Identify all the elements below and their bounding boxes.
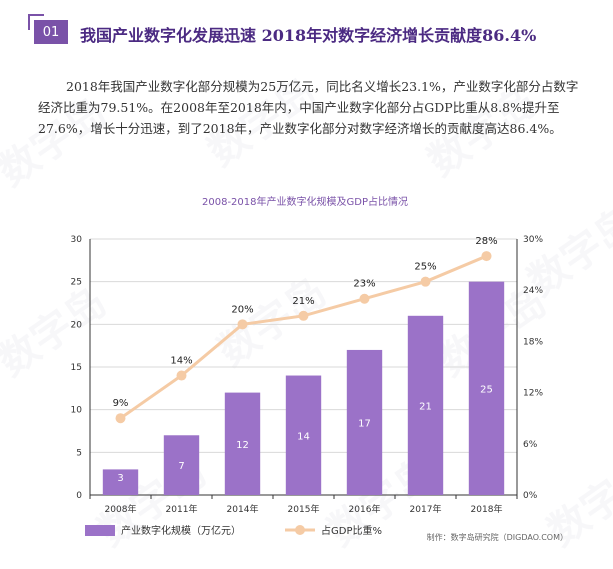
bar-value-label: 12	[236, 440, 249, 451]
x-tick-label: 2014年	[227, 503, 259, 515]
section-header: 01 我国产业数字化发展迅速 2018年对数字经济增长贡献度86.4%	[14, 14, 604, 54]
y-tick-label: 5	[76, 448, 82, 458]
bar-series: 3 7 12 14 17 21 25	[102, 281, 505, 495]
section-number-badge: 01	[34, 20, 68, 44]
line-point	[115, 413, 126, 424]
line-point	[237, 319, 248, 330]
y-tick-label: 15	[71, 363, 82, 373]
line-series: 9% 14% 20% 21% 23% 25% 28%	[113, 236, 498, 424]
badge-corner-decoration	[28, 14, 44, 30]
y-tick-label: 25	[71, 278, 82, 288]
y2-tick-label: 0%	[523, 491, 538, 501]
bar	[285, 375, 322, 495]
bar-value-label: 3	[117, 473, 123, 484]
source-credit: 制作：数字岛研究院（DIGDAO.COM）	[427, 532, 568, 542]
line-point	[481, 251, 492, 262]
line-point	[420, 276, 431, 287]
line-point	[359, 293, 370, 304]
legend-swatch-point	[295, 525, 305, 535]
y2-tick-label: 30%	[523, 235, 543, 245]
y2-tick-label: 18%	[523, 337, 543, 347]
bar	[224, 392, 261, 495]
legend-label-bar: 产业数字化规模（万亿元）	[121, 524, 241, 537]
axes: 0 5 10 15 20 25 30 0% 6% 12% 18% 24% 30% 2008年 2011年 20…	[71, 235, 544, 515]
y2-tick-label: 12%	[523, 389, 543, 399]
legend-swatch-bar	[85, 525, 115, 536]
bar-value-label: 21	[419, 401, 432, 412]
legend: 产业数字化规模（万亿元） 占GDP比重%	[85, 524, 382, 537]
x-tick-label: 2017年	[410, 503, 442, 515]
line-value-label: 9%	[113, 398, 129, 409]
x-tick-label: 2011年	[166, 503, 198, 515]
bar-value-label: 17	[358, 418, 371, 429]
bar	[346, 349, 383, 495]
intro-paragraph: 2018年我国产业数字化部分规模为25万亿元，同比名义增长23.1%，产业数字化…	[38, 79, 579, 136]
line-point	[176, 370, 187, 381]
bar	[407, 315, 444, 495]
line-value-label: 14%	[170, 356, 192, 367]
line-value-label: 25%	[414, 262, 436, 273]
chart-title: 2008-2018年产业数字化规模及GDP占比情况	[202, 195, 408, 208]
y-tick-label: 0	[76, 491, 82, 501]
x-tick-label: 2008年	[105, 503, 137, 515]
y-tick-label: 20	[71, 320, 83, 330]
y2-tick-label: 24%	[523, 286, 543, 296]
y-tick-label: 30	[71, 235, 83, 245]
line-value-label: 21%	[292, 296, 314, 307]
x-tick-label: 2016年	[349, 503, 381, 515]
bar	[163, 435, 200, 495]
bar	[102, 469, 139, 495]
y-tick-label: 10	[71, 406, 83, 416]
y2-tick-label: 6%	[523, 440, 538, 450]
line-value-label: 20%	[231, 304, 253, 315]
legend-label-line: 占GDP比重%	[321, 524, 382, 537]
line-value-label: 23%	[353, 279, 375, 290]
section-title: 我国产业数字化发展迅速 2018年对数字经济增长贡献度86.4%	[80, 26, 537, 45]
bar-value-label: 14	[297, 431, 310, 442]
x-tick-label: 2015年	[288, 503, 320, 515]
bar	[468, 281, 505, 495]
bar-value-label: 7	[178, 461, 184, 472]
bar-value-label: 25	[480, 384, 493, 395]
line-point	[298, 310, 309, 321]
line-value-label: 28%	[475, 236, 497, 247]
x-tick-label: 2018年	[471, 503, 503, 515]
